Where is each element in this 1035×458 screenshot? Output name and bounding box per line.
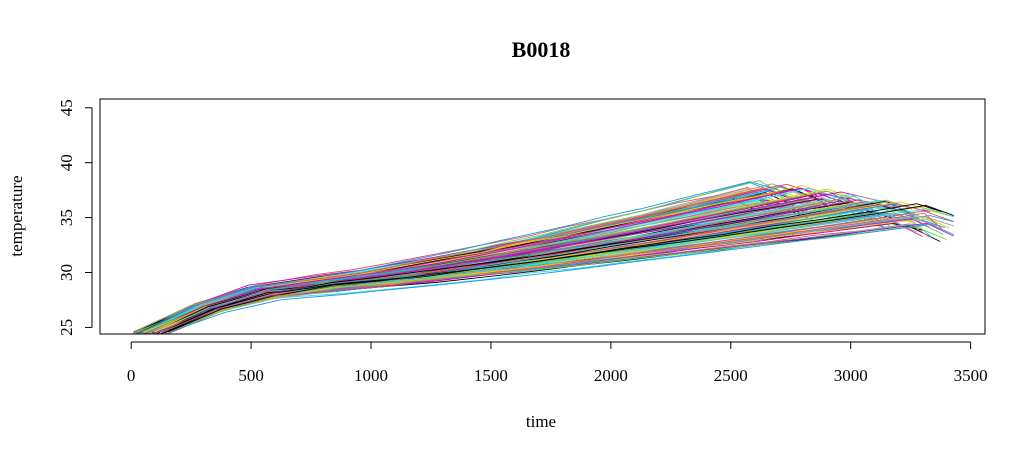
series-line (168, 223, 954, 333)
series-line (137, 181, 787, 334)
x-tick-label: 0 (127, 366, 136, 385)
series-line (149, 205, 876, 333)
x-axis-label: time (526, 412, 556, 431)
plot-frame (99, 98, 986, 335)
x-tick-label: 3000 (834, 366, 868, 385)
x-tick-label: 2000 (594, 366, 628, 385)
y-tick-label: 40 (57, 154, 76, 171)
y-tick-label: 45 (57, 99, 76, 116)
y-axis: 25 30 35 40 45 (57, 99, 93, 336)
series-line (154, 210, 890, 334)
x-axis: 0 500 1000 1500 2000 2500 3000 3500 (127, 341, 988, 385)
series-line (144, 187, 818, 334)
series-layer (132, 180, 954, 334)
y-axis-label: temperature (7, 175, 26, 256)
series-line (142, 183, 830, 333)
x-tick-label: 2500 (714, 366, 748, 385)
x-tick-label: 500 (238, 366, 264, 385)
series-line (167, 204, 954, 333)
y-tick-label: 25 (57, 319, 76, 336)
series-line (168, 215, 954, 334)
x-tick-label: 1000 (354, 366, 388, 385)
x-tick-label: 1500 (474, 366, 508, 385)
y-tick-label: 35 (57, 209, 76, 226)
x-tick-label: 3500 (954, 366, 988, 385)
chart-title: B0018 (512, 37, 571, 62)
y-tick-label: 30 (57, 264, 76, 281)
series-line (168, 225, 944, 334)
series-line (169, 212, 943, 334)
series-line (159, 202, 908, 333)
series-line (146, 185, 843, 334)
